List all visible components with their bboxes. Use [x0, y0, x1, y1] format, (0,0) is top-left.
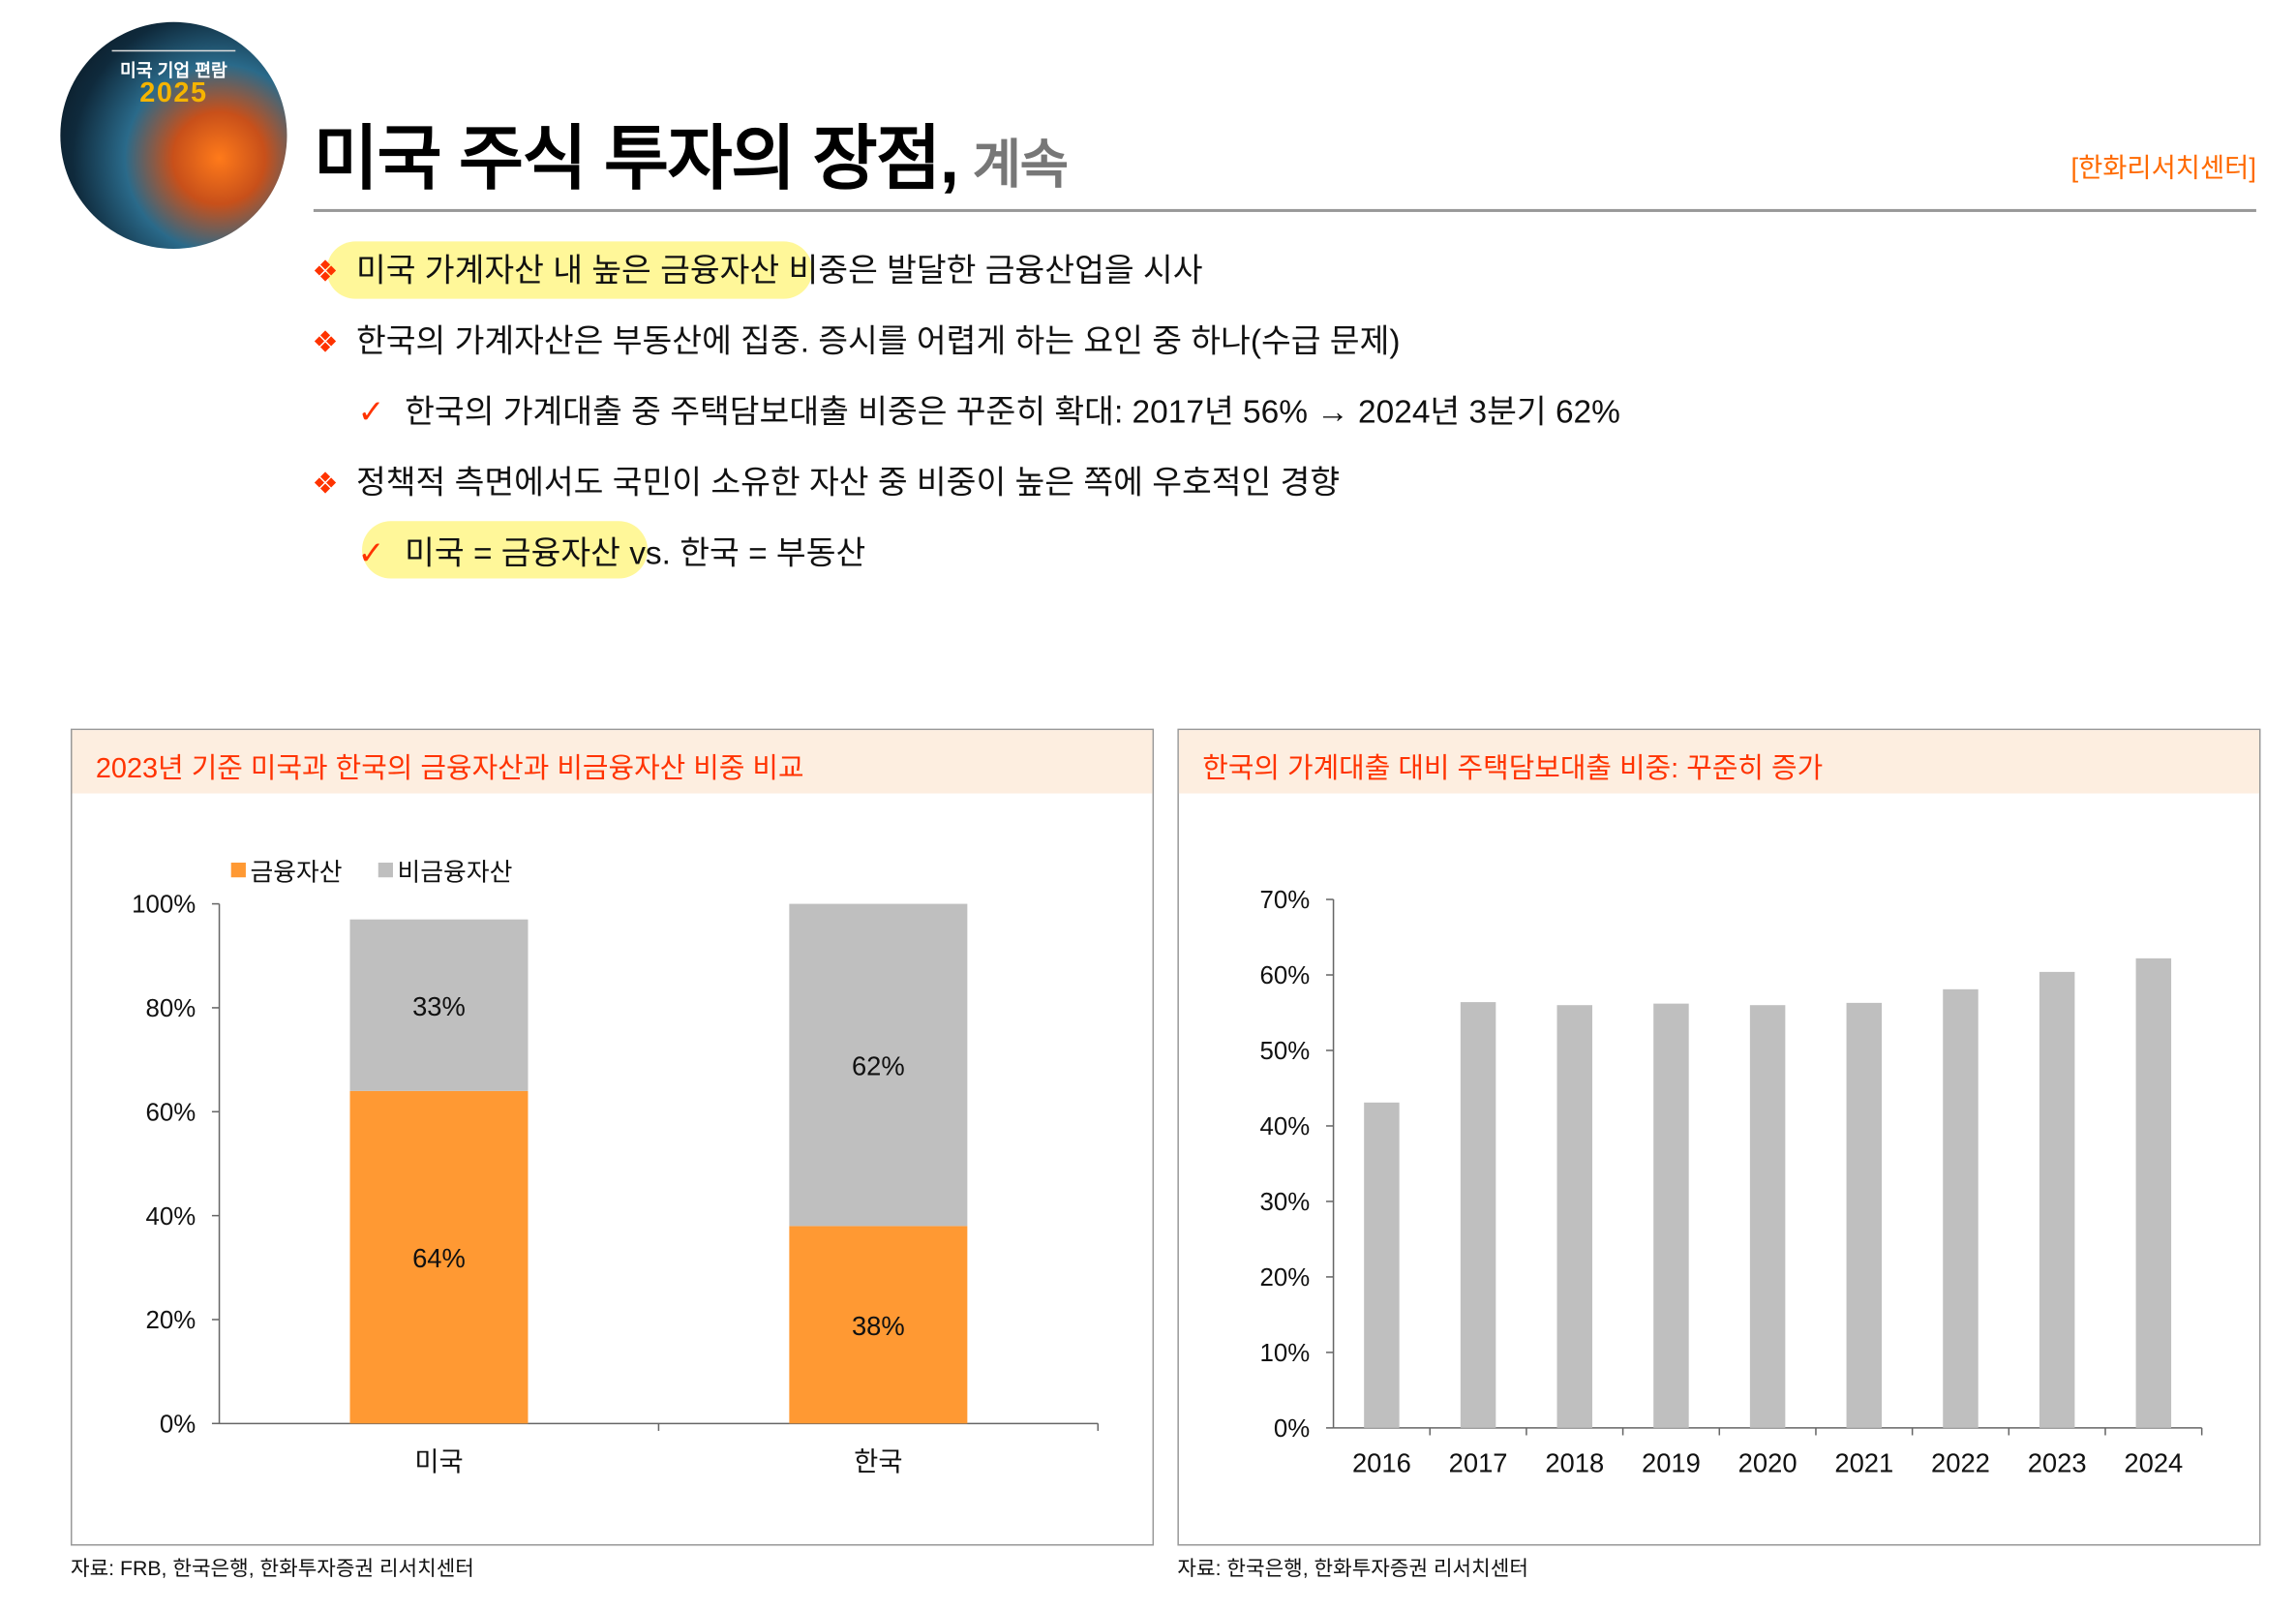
y-tick-label: 60%	[1260, 962, 1311, 989]
legend-label: 비금융자산	[398, 858, 513, 886]
logo-text: 미국 기업 편람	[119, 60, 227, 81]
bar-비금융자산	[789, 903, 968, 1227]
y-tick-label: 10%	[1260, 1340, 1311, 1367]
title-main: 미국 주식 투자의 장점,	[313, 120, 959, 199]
y-tick-label: 30%	[1260, 1189, 1311, 1216]
bar-금융자산	[349, 1090, 529, 1424]
bullet-highlight: 미국 = 금융자산	[405, 533, 620, 571]
x-tick-label: 2024	[2124, 1448, 2183, 1478]
sub-bullet-item: ✓ 미국 = 금융자산 vs. 한국 = 부동산	[357, 532, 865, 574]
logo-year: 2025	[139, 77, 208, 109]
bar	[1846, 1002, 1883, 1428]
chart-title: 2023년 기준 미국과 한국의 금융자산과 비금융자산 비중 비교	[95, 753, 804, 785]
legend-label: 금융자산	[250, 858, 342, 886]
x-tick-label: 미국	[414, 1446, 463, 1476]
diamond-bullet-icon: ❖	[312, 468, 339, 501]
bullet-highlight: 미국 가계자산 내 높은 금융자산	[355, 252, 780, 289]
x-tick-label: 2021	[1834, 1448, 1893, 1478]
y-tick-label: 40%	[1260, 1113, 1311, 1140]
bullet-item: ❖ 한국의 가계자산은 부동산에 집중. 증시를 어렵게 하는 요인 중 하나(수…	[312, 320, 1400, 363]
y-tick-label: 40%	[146, 1203, 196, 1231]
bullet-text: 정책적 측면에서도 국민이 소유한 자산 중 비중이 높은 쪽에 우호적인 경향	[355, 463, 1341, 501]
x-tick-label: 2020	[1738, 1448, 1798, 1478]
bar	[1556, 1005, 1593, 1428]
diamond-bullet-icon: ❖	[312, 326, 339, 360]
data-label: 64%	[412, 1243, 466, 1273]
chart-header: 2023년 기준 미국과 한국의 금융자산과 비금융자산 비중 비교	[72, 730, 1153, 794]
y-tick-label: 20%	[1260, 1264, 1311, 1292]
title-divider	[313, 208, 2256, 212]
bar-비금융자산	[349, 919, 529, 1091]
bullet-item: ❖ 미국 가계자산 내 높은 금융자산 비중은 발달한 금융산업을 시사	[312, 250, 1202, 292]
bar	[1749, 1005, 1786, 1428]
y-tick-label: 20%	[146, 1307, 196, 1334]
legend-swatch	[378, 863, 393, 878]
y-tick-label: 80%	[146, 995, 196, 1022]
bar	[1943, 988, 1979, 1428]
x-tick-label: 2023	[2028, 1448, 2087, 1478]
data-label: 62%	[852, 1051, 905, 1081]
highlight-1	[326, 241, 813, 299]
source-note: 자료: 한국은행, 한화투자증권 리서치센터	[1177, 1556, 1528, 1580]
source-note: 자료: FRB, 한국은행, 한화투자증권 리서치센터	[70, 1556, 474, 1580]
y-tick-label: 0%	[1274, 1415, 1310, 1443]
highlight-2	[362, 521, 649, 579]
bullet-text: 비중은 발달한 금융산업을 시사	[779, 252, 1203, 289]
bar	[1460, 1002, 1496, 1428]
sub-bullet-item: ✓ 한국의 가계대출 중 주택담보대출 비중은 꾸준히 확대: 2017년 56%…	[357, 391, 1619, 433]
bullet-item: ❖ 정책적 측면에서도 국민이 소유한 자산 중 비중이 높은 쪽에 우호적인 경…	[312, 462, 1340, 504]
y-tick-label: 50%	[1260, 1038, 1311, 1065]
data-label: 38%	[852, 1311, 905, 1341]
data-label: 33%	[412, 991, 466, 1021]
chart-panel-left: 2023년 기준 미국과 한국의 금융자산과 비금융자산 비중 비교	[70, 728, 1155, 1546]
bullet-text: vs. 한국 = 부동산	[619, 533, 866, 571]
chart-panel-right: 한국의 가계대출 대비 주택담보대출 비중: 꾸준히 증가	[1177, 728, 2261, 1546]
x-tick-label: 2019	[1642, 1448, 1701, 1478]
chart-title: 한국의 가계대출 대비 주택담보대출 비중: 꾸준히 증가	[1202, 753, 1824, 785]
report-logo: 미국 기업 편람 2025	[60, 21, 287, 249]
bullet-text: 한국의 가계자산은 부동산에 집중. 증시를 어렵게 하는 요인 중 하나(수급…	[355, 321, 1401, 360]
y-tick-label: 70%	[1260, 887, 1311, 914]
x-tick-label: 한국	[854, 1446, 902, 1476]
y-tick-label: 100%	[132, 892, 196, 919]
org-label: [한화리서치센터]	[2070, 153, 2256, 183]
y-tick-label: 60%	[146, 1099, 196, 1126]
page-title: 미국 주식 투자의 장점, 계속	[313, 100, 1069, 202]
bar	[2039, 971, 2075, 1428]
bullet-text: 한국의 가계대출 중 주택담보대출 비중은 꾸준히 확대: 2017년 56% …	[405, 392, 1620, 430]
bar	[1653, 1003, 1689, 1428]
check-icon: ✓	[357, 533, 385, 571]
y-tick-label: 0%	[160, 1411, 196, 1438]
title-sub: 계속	[972, 134, 1069, 195]
x-tick-label: 2022	[1931, 1448, 1990, 1478]
bar-금융자산	[789, 1226, 968, 1424]
bar	[2135, 957, 2172, 1428]
x-tick-label: 2018	[1545, 1448, 1604, 1478]
bar	[1364, 1102, 1400, 1428]
check-icon: ✓	[357, 392, 385, 430]
chart-header: 한국의 가계대출 대비 주택담보대출 비중: 꾸준히 증가	[1178, 730, 2259, 794]
logo-rule	[111, 49, 236, 52]
diamond-bullet-icon: ❖	[312, 256, 339, 289]
x-tick-label: 2016	[1352, 1448, 1411, 1478]
legend-swatch	[230, 863, 246, 878]
x-tick-label: 2017	[1449, 1448, 1508, 1478]
